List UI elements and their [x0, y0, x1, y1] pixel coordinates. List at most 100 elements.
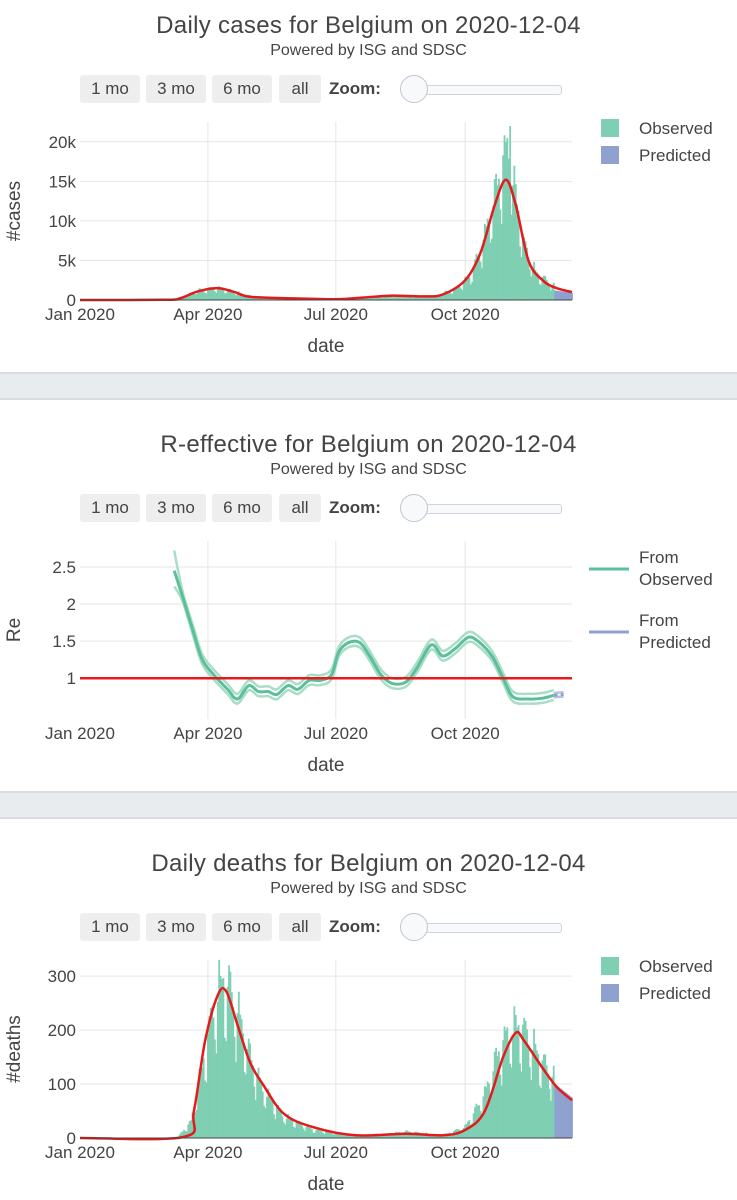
observed-bar — [552, 282, 555, 300]
observed-bar — [481, 1115, 483, 1138]
observed-bar — [259, 1077, 261, 1138]
zoom-slider-handle[interactable] — [400, 913, 428, 941]
range-6mo-button[interactable]: 6 mo — [212, 75, 272, 103]
legend-label-predicted: Predicted — [639, 146, 711, 165]
observed-bar — [513, 1006, 516, 1138]
observed-bar — [493, 1051, 496, 1138]
observed-bar — [260, 1080, 263, 1138]
observed-bar — [481, 268, 483, 300]
observed-bar — [476, 255, 479, 300]
observed-bar — [541, 277, 544, 300]
observed-bar — [450, 293, 453, 300]
re-predicted-line — [553, 693, 564, 697]
x-axis-label: date — [308, 1174, 345, 1195]
observed-bar — [417, 295, 420, 300]
observed-bar — [386, 294, 389, 300]
observed-bar — [226, 289, 229, 300]
observed-bar — [375, 295, 378, 300]
range-1mo-button[interactable]: 1 mo — [80, 75, 140, 103]
zoom-slider[interactable] — [400, 75, 562, 105]
observed-bar — [495, 173, 497, 300]
observed-bar — [350, 1134, 353, 1138]
zoom-slider-track[interactable] — [406, 923, 562, 933]
zoom-slider-track[interactable] — [406, 504, 562, 514]
observed-bar — [332, 1134, 334, 1138]
range-all-button[interactable]: all — [279, 913, 321, 941]
observed-bar — [401, 1134, 403, 1138]
observed-bar — [313, 1132, 316, 1138]
observed-bar — [382, 297, 385, 300]
deaths-panel: Daily deaths for Belgium on 2020-12-04 P… — [0, 838, 737, 1200]
observed-bar — [392, 297, 395, 300]
observed-bar — [320, 1131, 323, 1138]
observed-bar — [548, 286, 551, 300]
observed-bar — [396, 1132, 399, 1138]
observed-bar — [528, 269, 531, 300]
observed-bar — [516, 204, 519, 300]
observed-bar — [422, 297, 424, 300]
zoom-slider-handle[interactable] — [400, 494, 428, 522]
observed-bar — [490, 1094, 493, 1138]
observed-bar — [256, 1072, 259, 1138]
zoom-slider-track[interactable] — [406, 85, 562, 95]
y-tick-label: 10k — [49, 212, 77, 231]
range-1mo-button[interactable]: 1 mo — [80, 913, 140, 941]
observed-upper-band — [172, 550, 555, 696]
observed-bar — [211, 287, 214, 300]
observed-bar — [363, 1136, 365, 1138]
range-6mo-button[interactable]: 6 mo — [212, 494, 272, 522]
observed-bar — [232, 1007, 235, 1138]
observed-bar — [194, 294, 197, 300]
observed-bar — [261, 1091, 264, 1138]
observed-bar — [486, 218, 489, 300]
zoom-slider[interactable] — [400, 913, 562, 943]
observed-bar — [374, 296, 377, 300]
observed-bar — [444, 290, 447, 300]
observed-bar — [388, 295, 391, 300]
range-3mo-button[interactable]: 3 mo — [146, 75, 206, 103]
observed-bar — [488, 1083, 490, 1138]
observed-bar — [372, 1135, 375, 1138]
range-all-button[interactable]: all — [279, 75, 321, 103]
observed-bar — [354, 1135, 357, 1138]
observed-bar — [496, 185, 499, 300]
predicted-bar — [566, 292, 569, 300]
observed-bar — [389, 1133, 392, 1138]
observed-bar — [282, 1122, 285, 1138]
predicted-bar — [565, 1093, 568, 1138]
range-3mo-button[interactable]: 3 mo — [146, 494, 206, 522]
observed-bar — [426, 295, 429, 300]
zoom-slider-handle[interactable] — [400, 75, 428, 103]
reff-panel: R-effective for Belgium on 2020-12-04 Po… — [0, 419, 737, 791]
observed-bar — [198, 1069, 201, 1138]
range-6mo-button[interactable]: 6 mo — [212, 913, 272, 941]
legend-label-from-predicted: From Predicted — [639, 611, 711, 652]
range-1mo-button[interactable]: 1 mo — [80, 494, 140, 522]
observed-bar — [495, 1047, 497, 1138]
predicted-bar — [569, 292, 572, 300]
observed-bar — [222, 288, 225, 300]
x-axis-label: date — [308, 336, 345, 357]
observed-bar — [507, 158, 510, 300]
observed-bar — [199, 288, 202, 300]
y-axis-label: Re — [4, 618, 25, 642]
range-3mo-button[interactable]: 3 mo — [146, 913, 206, 941]
observed-bar — [233, 293, 236, 300]
observed-bar — [492, 206, 495, 300]
range-all-button[interactable]: all — [279, 494, 321, 522]
observed-bar — [431, 297, 434, 300]
observed-bar — [205, 293, 208, 300]
observed-bar — [431, 1135, 434, 1138]
observed-bar — [519, 246, 521, 300]
observed-bar — [188, 292, 191, 300]
observed-bar — [305, 1126, 308, 1138]
observed-bar — [236, 292, 239, 300]
observed-bar — [228, 288, 230, 300]
observed-bar — [353, 1136, 356, 1138]
predicted-bar — [566, 1094, 569, 1138]
observed-bar — [542, 275, 545, 300]
observed-bar — [216, 289, 219, 300]
zoom-slider[interactable] — [400, 494, 562, 524]
y-tick-label: 2 — [67, 595, 76, 614]
x-tick-label: Jan 2020 — [45, 724, 115, 743]
